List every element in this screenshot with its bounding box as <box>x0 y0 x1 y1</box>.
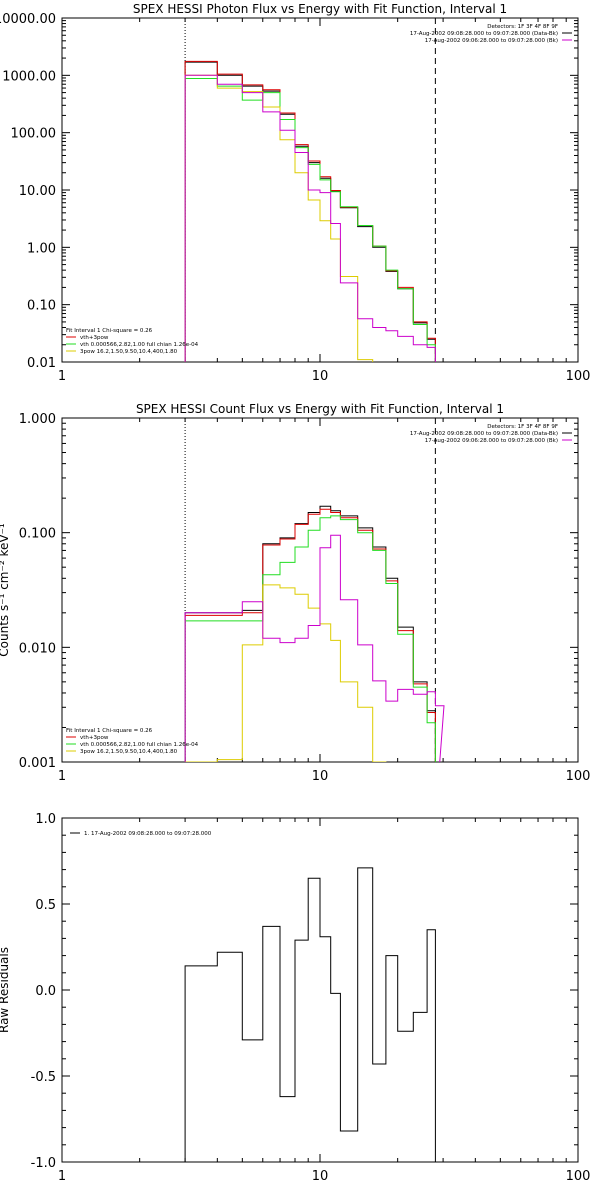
y-tick-label: 0.5 <box>35 898 56 913</box>
series-2-line <box>184 60 436 362</box>
x-tick-label: 100 <box>566 369 591 384</box>
series-2-line <box>184 508 436 762</box>
info-line: Detectors: 1F 3F 4F 8F 9F <box>487 424 558 430</box>
panel-3: Raw Residuals 1 10 100 1.0 0.5 0.0 -0.5 -1.0 1. 1… <box>0 812 590 1184</box>
info-line: Detectors: 1F 3F 4F 8F 9F <box>487 24 558 30</box>
legend-entry: 1. 17-Aug-2002 09:08:28.000 to 09:07:28.… <box>84 831 212 837</box>
info-line: 17-Aug-2002 09:06:28.000 to 09:07:28.000… <box>425 438 558 444</box>
y-tick-label: 1.0 <box>35 812 56 827</box>
x-tick-label: 10 <box>312 1169 329 1184</box>
y-axis-label: Raw Residuals <box>0 947 11 1033</box>
x-tick-label: 100 <box>566 1169 591 1184</box>
y-tick-label: 0.010 <box>19 641 56 656</box>
x-tick-label: 1 <box>58 369 66 384</box>
plot-area <box>184 505 445 762</box>
legend-entry: 3pow 16.2,1.50,9.50,10.4,400,1.80 <box>80 749 178 755</box>
x-tick-label: 1 <box>58 1169 66 1184</box>
legend-entry: vth+3pow <box>80 335 109 341</box>
y-tick-label: -0.5 <box>31 1070 56 1085</box>
series-4-line <box>184 74 374 362</box>
info-line: 17-Aug-2002 09:06:28.000 to 09:07:28.000… <box>425 38 558 44</box>
series-1-line <box>184 61 436 362</box>
legend-header: Fit Interval 1 Chi-square = 0.26 <box>66 728 153 734</box>
y-tick-label: 0.0 <box>35 984 56 999</box>
y-tick-label: 0.01 <box>27 356 56 371</box>
series-1-line <box>184 505 436 762</box>
x-tick-label: 10 <box>312 769 329 784</box>
info-line: 17-Aug-2002 09:08:28.000 to 09:07:28.000… <box>410 431 558 437</box>
plot-area <box>184 60 436 362</box>
series-1-line <box>184 867 436 1162</box>
y-tick-label: 1000.00 <box>2 69 56 84</box>
panel-1: SPEX HESSI Photon Flux vs Energy with Fi… <box>0 2 591 384</box>
chart-title: SPEX HESSI Photon Flux vs Energy with Fi… <box>133 2 507 16</box>
panel-2: SPEX HESSI Count Flux vs Energy with Fit… <box>0 402 591 784</box>
info-line: 17-Aug-2002 09:08:28.000 to 09:07:28.000… <box>410 31 558 37</box>
y-tick-label: 10000.00 <box>0 12 56 27</box>
y-tick-label: 1.000 <box>19 412 56 427</box>
series-5-line <box>184 534 445 762</box>
y-axis-label: Counts s⁻¹ cm⁻² keV⁻¹ <box>0 523 11 657</box>
y-tick-label: 0.10 <box>27 299 56 314</box>
series-5-line <box>184 74 436 362</box>
legend-entry: vth 0.000566,2.82,1.00 full chian 1.26e-… <box>80 342 199 348</box>
y-tick-label: 10.00 <box>19 184 56 199</box>
x-tick-label: 10 <box>312 369 329 384</box>
series-3-line <box>184 78 436 362</box>
chart-title: SPEX HESSI Count Flux vs Energy with Fit… <box>136 402 504 416</box>
x-tick-label: 1 <box>58 769 66 784</box>
axes-frame <box>61 817 579 1163</box>
series-3-line <box>184 515 436 762</box>
y-tick-label: 0.001 <box>19 756 56 771</box>
y-tick-label: 1.00 <box>27 241 56 256</box>
y-tick-label: -1.0 <box>31 1156 56 1171</box>
legend-entry: 3pow 16.2,1.50,9.50,10.4,400,1.80 <box>80 349 178 355</box>
legend-header: Fit Interval 1 Chi-square = 0.26 <box>66 328 153 334</box>
x-tick-label: 100 <box>566 769 591 784</box>
plot-area <box>184 867 436 1162</box>
y-tick-label: 100.00 <box>11 127 57 142</box>
legend-entry: vth 0.000566,2.82,1.00 full chian 1.26e-… <box>80 742 199 748</box>
legend-entry: vth+3pow <box>80 735 109 741</box>
y-tick-label: 0.100 <box>19 527 56 542</box>
